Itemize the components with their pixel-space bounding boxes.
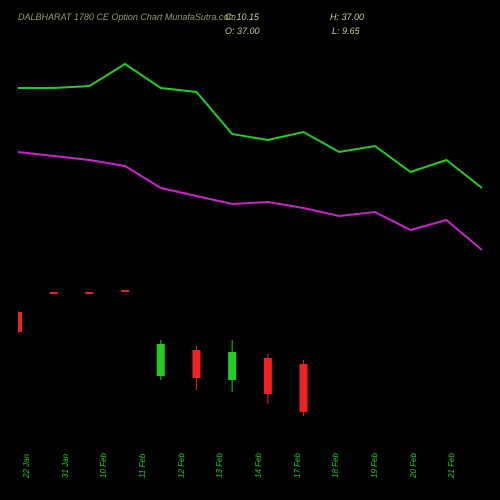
candle-body xyxy=(85,292,93,294)
x-axis-tick-label: 11 Feb xyxy=(138,454,147,478)
stat-h-label: H: 37.00 xyxy=(330,12,364,22)
x-axis-tick-label: 12 Feb xyxy=(177,453,186,478)
x-axis-tick-label: 22 Jan xyxy=(22,454,31,478)
x-axis-tick-label: 18 Feb xyxy=(331,453,340,478)
line-series-green xyxy=(18,64,482,188)
stat-o-label: O: 37.00 xyxy=(225,26,260,36)
x-axis-tick-label: 13 Feb xyxy=(215,453,224,478)
line-series-magenta xyxy=(18,152,482,250)
candle-body xyxy=(228,352,236,380)
candle-body xyxy=(157,344,165,376)
candle-body xyxy=(18,312,22,332)
x-axis-labels: 22 Jan 31 Jan 10 Feb 11 Feb 12 Feb 13 Feb 14 F… xyxy=(18,438,482,498)
stat-l-label: L: 9.65 xyxy=(332,26,360,36)
x-axis-tick-label: 20 Feb xyxy=(409,453,418,478)
candle-body xyxy=(192,350,200,378)
candle-body xyxy=(300,364,308,412)
x-axis-tick-label: 31 Jan xyxy=(61,454,70,478)
x-axis-tick-label: 10 Feb xyxy=(99,453,108,478)
candle-body xyxy=(264,358,272,394)
chart-plot-area xyxy=(18,60,482,430)
candle-body xyxy=(50,292,58,294)
candlestick-layer xyxy=(18,290,308,416)
stat-c-label: C: 10.15 xyxy=(225,12,259,22)
x-axis-tick-label: 21 Feb xyxy=(447,453,456,478)
chart-title: DALBHARAT 1780 CE Option Chart MunafaSut… xyxy=(18,12,236,22)
x-axis-tick-label: 19 Feb xyxy=(370,453,379,478)
x-axis-tick-label: 17 Feb xyxy=(293,453,302,478)
x-axis-tick-label: 14 Feb xyxy=(254,453,263,478)
chart-svg xyxy=(18,60,482,430)
candle-body xyxy=(121,290,129,292)
